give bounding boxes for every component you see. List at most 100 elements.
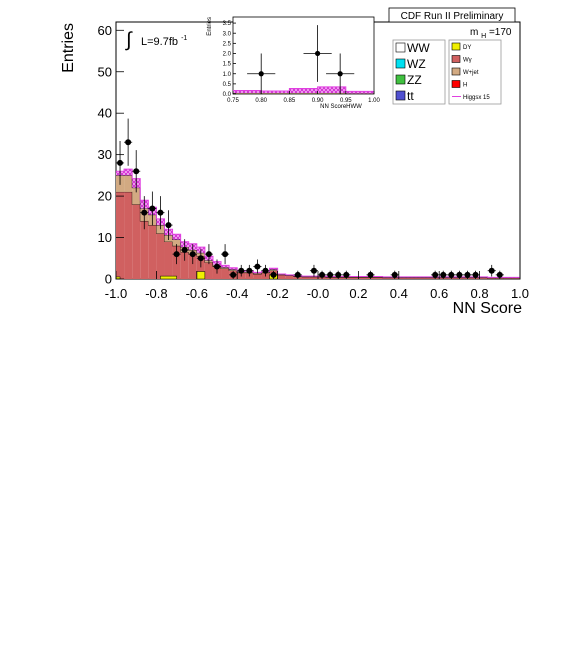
x-tick-label: 1.00 bbox=[368, 98, 380, 104]
data-point bbox=[157, 209, 164, 216]
data-point bbox=[367, 271, 374, 278]
hist-bar bbox=[124, 191, 133, 279]
hist-bar bbox=[124, 175, 133, 192]
data-point bbox=[310, 267, 317, 274]
data-point bbox=[181, 246, 188, 253]
x-tick-label: 0.8 bbox=[471, 286, 489, 301]
main-y-axis-label: Entries bbox=[60, 23, 77, 73]
legend-label: Wγ bbox=[463, 58, 472, 64]
hist-bar bbox=[116, 191, 125, 279]
hist-bar bbox=[382, 277, 391, 279]
hist-bar bbox=[269, 269, 278, 271]
x-tick-label: 0.85 bbox=[284, 98, 296, 104]
hist-bar bbox=[309, 276, 318, 279]
data-point bbox=[440, 271, 447, 278]
data-point bbox=[319, 271, 326, 278]
data-point bbox=[189, 251, 196, 258]
hist-bar bbox=[221, 267, 230, 269]
x-tick-label: 0.80 bbox=[255, 98, 267, 104]
hist-bar bbox=[406, 277, 415, 279]
hist-bar bbox=[317, 92, 346, 94]
y-tick-label: 1.5 bbox=[223, 62, 232, 68]
legend-swatch bbox=[451, 80, 461, 88]
hist-bar bbox=[374, 277, 383, 279]
data-point bbox=[214, 263, 220, 270]
hist-bar bbox=[277, 274, 286, 279]
hist-bar bbox=[358, 277, 367, 279]
data-point bbox=[496, 271, 503, 278]
y-tick-label: 20 bbox=[98, 189, 112, 204]
data-point bbox=[448, 271, 455, 278]
hist-bar bbox=[317, 86, 346, 93]
y-tick-label: 0 bbox=[105, 272, 112, 287]
hist-bar bbox=[350, 277, 359, 279]
x-tick-label: 0.6 bbox=[430, 286, 448, 301]
y-tick-label: 2.0 bbox=[223, 52, 232, 58]
y-tick-label: 30 bbox=[98, 147, 112, 162]
legend: WW WZ ZZ tt DY Wγ W+jet H Higgsx 15 bbox=[392, 39, 502, 105]
inset-x-ticks: 0.75 0.80 0.85 0.90 0.95 1.00 bbox=[227, 91, 380, 104]
hist-bar bbox=[414, 277, 424, 279]
data-point bbox=[149, 205, 156, 212]
hist-bar bbox=[180, 252, 189, 279]
x-tick-label: -0.6 bbox=[186, 286, 208, 301]
data-point bbox=[230, 271, 237, 278]
main-x-ticks: -1.0 -0.8 -0.6 -0.4 -0.2 -0.0 0.2 0.4 0.6 0.8 1.0 bbox=[105, 271, 529, 301]
x-tick-label: 0.95 bbox=[340, 98, 352, 104]
legend-swatch bbox=[451, 55, 461, 63]
hist-bar bbox=[221, 268, 230, 279]
legend-swatch bbox=[451, 42, 461, 51]
hist-bar bbox=[487, 278, 496, 279]
hist-bar bbox=[124, 169, 133, 176]
hist-bar bbox=[233, 90, 262, 93]
legend-swatch bbox=[395, 58, 406, 69]
inset-plot: 0.75 0.80 0.85 0.90 0.95 1.00 0.0 0.5 1.0 1.5 2.0… bbox=[207, 16, 380, 110]
hist-bar bbox=[229, 269, 238, 271]
hist-bar bbox=[479, 277, 488, 279]
data-point bbox=[222, 251, 229, 258]
legend-label: WZ bbox=[407, 57, 426, 71]
data-point bbox=[343, 271, 350, 278]
dy-bar bbox=[160, 275, 177, 280]
y-tick-label: 2.5 bbox=[223, 41, 232, 47]
hist-bar bbox=[269, 268, 278, 270]
hist-bar bbox=[140, 220, 149, 279]
hist-bar bbox=[398, 277, 407, 279]
hist-bar bbox=[253, 274, 262, 279]
hist-bar bbox=[285, 275, 294, 279]
lumi-value: L=9.7fb bbox=[141, 36, 178, 48]
hist-bar bbox=[289, 88, 318, 93]
data-point bbox=[165, 222, 172, 229]
legend-swatch bbox=[395, 42, 406, 53]
hist-bar bbox=[188, 254, 197, 279]
legend-swatch bbox=[395, 74, 406, 85]
hist-bar bbox=[345, 91, 374, 94]
x-tick-label: -0.2 bbox=[266, 286, 288, 301]
preliminary-box: CDF Run II Preliminary bbox=[388, 7, 516, 23]
data-point bbox=[327, 271, 334, 278]
data-point bbox=[133, 168, 140, 175]
x-tick-label: 0.4 bbox=[390, 286, 408, 301]
data-point bbox=[488, 267, 495, 274]
x-tick-label: -1.0 bbox=[105, 286, 127, 301]
y-tick-label: 0.5 bbox=[223, 82, 232, 88]
x-tick-label: -0.8 bbox=[145, 286, 167, 301]
legend-label: WW bbox=[407, 41, 430, 55]
data-point bbox=[456, 271, 463, 278]
hist-bar bbox=[261, 92, 290, 94]
mass-value: =170 bbox=[489, 27, 512, 38]
data-point bbox=[315, 50, 321, 57]
hist-bar bbox=[132, 204, 141, 279]
data-point bbox=[337, 71, 343, 77]
hist-bar bbox=[164, 241, 173, 279]
hist-bar bbox=[301, 276, 310, 279]
data-point bbox=[464, 271, 471, 278]
y-tick-label: 1.0 bbox=[223, 72, 232, 78]
hist-bar bbox=[156, 233, 165, 279]
lumi-exponent: -1 bbox=[181, 35, 187, 42]
legend-label: H bbox=[463, 83, 467, 89]
inset-data-points bbox=[247, 25, 355, 94]
data-point bbox=[205, 251, 212, 258]
legend-swatch bbox=[451, 67, 461, 76]
mass-symbol: m bbox=[470, 27, 478, 38]
